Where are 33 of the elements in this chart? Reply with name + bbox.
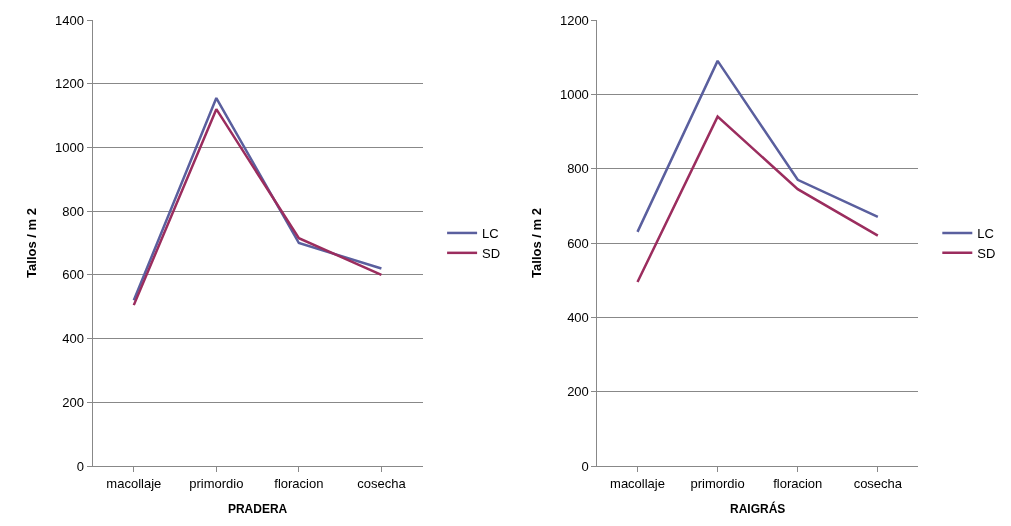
y-tick-label: 200 <box>62 394 84 410</box>
x-tick-label: floracion <box>773 475 823 491</box>
y-tick-label: 1000 <box>559 86 589 102</box>
y-tick-label: 600 <box>567 235 589 251</box>
legend-label: LC <box>482 226 499 242</box>
legend-label: SD <box>977 245 996 261</box>
x-axis-title: PRADERA <box>227 502 288 517</box>
y-tick-label: 400 <box>567 309 589 325</box>
x-tick-label: primordio <box>189 475 244 491</box>
line-series <box>636 59 880 234</box>
y-tick-label: 1200 <box>559 12 589 28</box>
x-tick-label: macollaje <box>610 475 665 491</box>
y-axis-title: Tallos / m 2 <box>23 208 39 278</box>
x-tick-label: floracion <box>274 475 324 491</box>
y-tick-label: 800 <box>62 203 84 219</box>
y-tick-label: 1200 <box>55 76 84 92</box>
line-series <box>636 115 880 284</box>
x-axis-title: RAIGRÁS <box>730 501 786 517</box>
x-tick-label: cosecha <box>853 475 903 491</box>
x-tick-label: cosecha <box>357 475 407 491</box>
y-tick-label: 1400 <box>55 12 84 28</box>
y-tick-label: 0 <box>581 458 589 474</box>
y-tick-label: 600 <box>62 267 84 283</box>
y-tick-label: 0 <box>76 458 84 474</box>
y-tick-label: 400 <box>62 331 84 347</box>
legend-label: LC <box>977 226 994 242</box>
x-tick-label: primordio <box>690 475 745 491</box>
y-tick-label: 1000 <box>55 139 84 155</box>
legend-label: SD <box>482 245 501 261</box>
y-axis-title: Tallos / m 2 <box>528 208 544 278</box>
y-tick-label: 200 <box>567 384 589 400</box>
y-tick-label: 800 <box>567 161 589 177</box>
x-tick-label: macollaje <box>106 475 162 491</box>
